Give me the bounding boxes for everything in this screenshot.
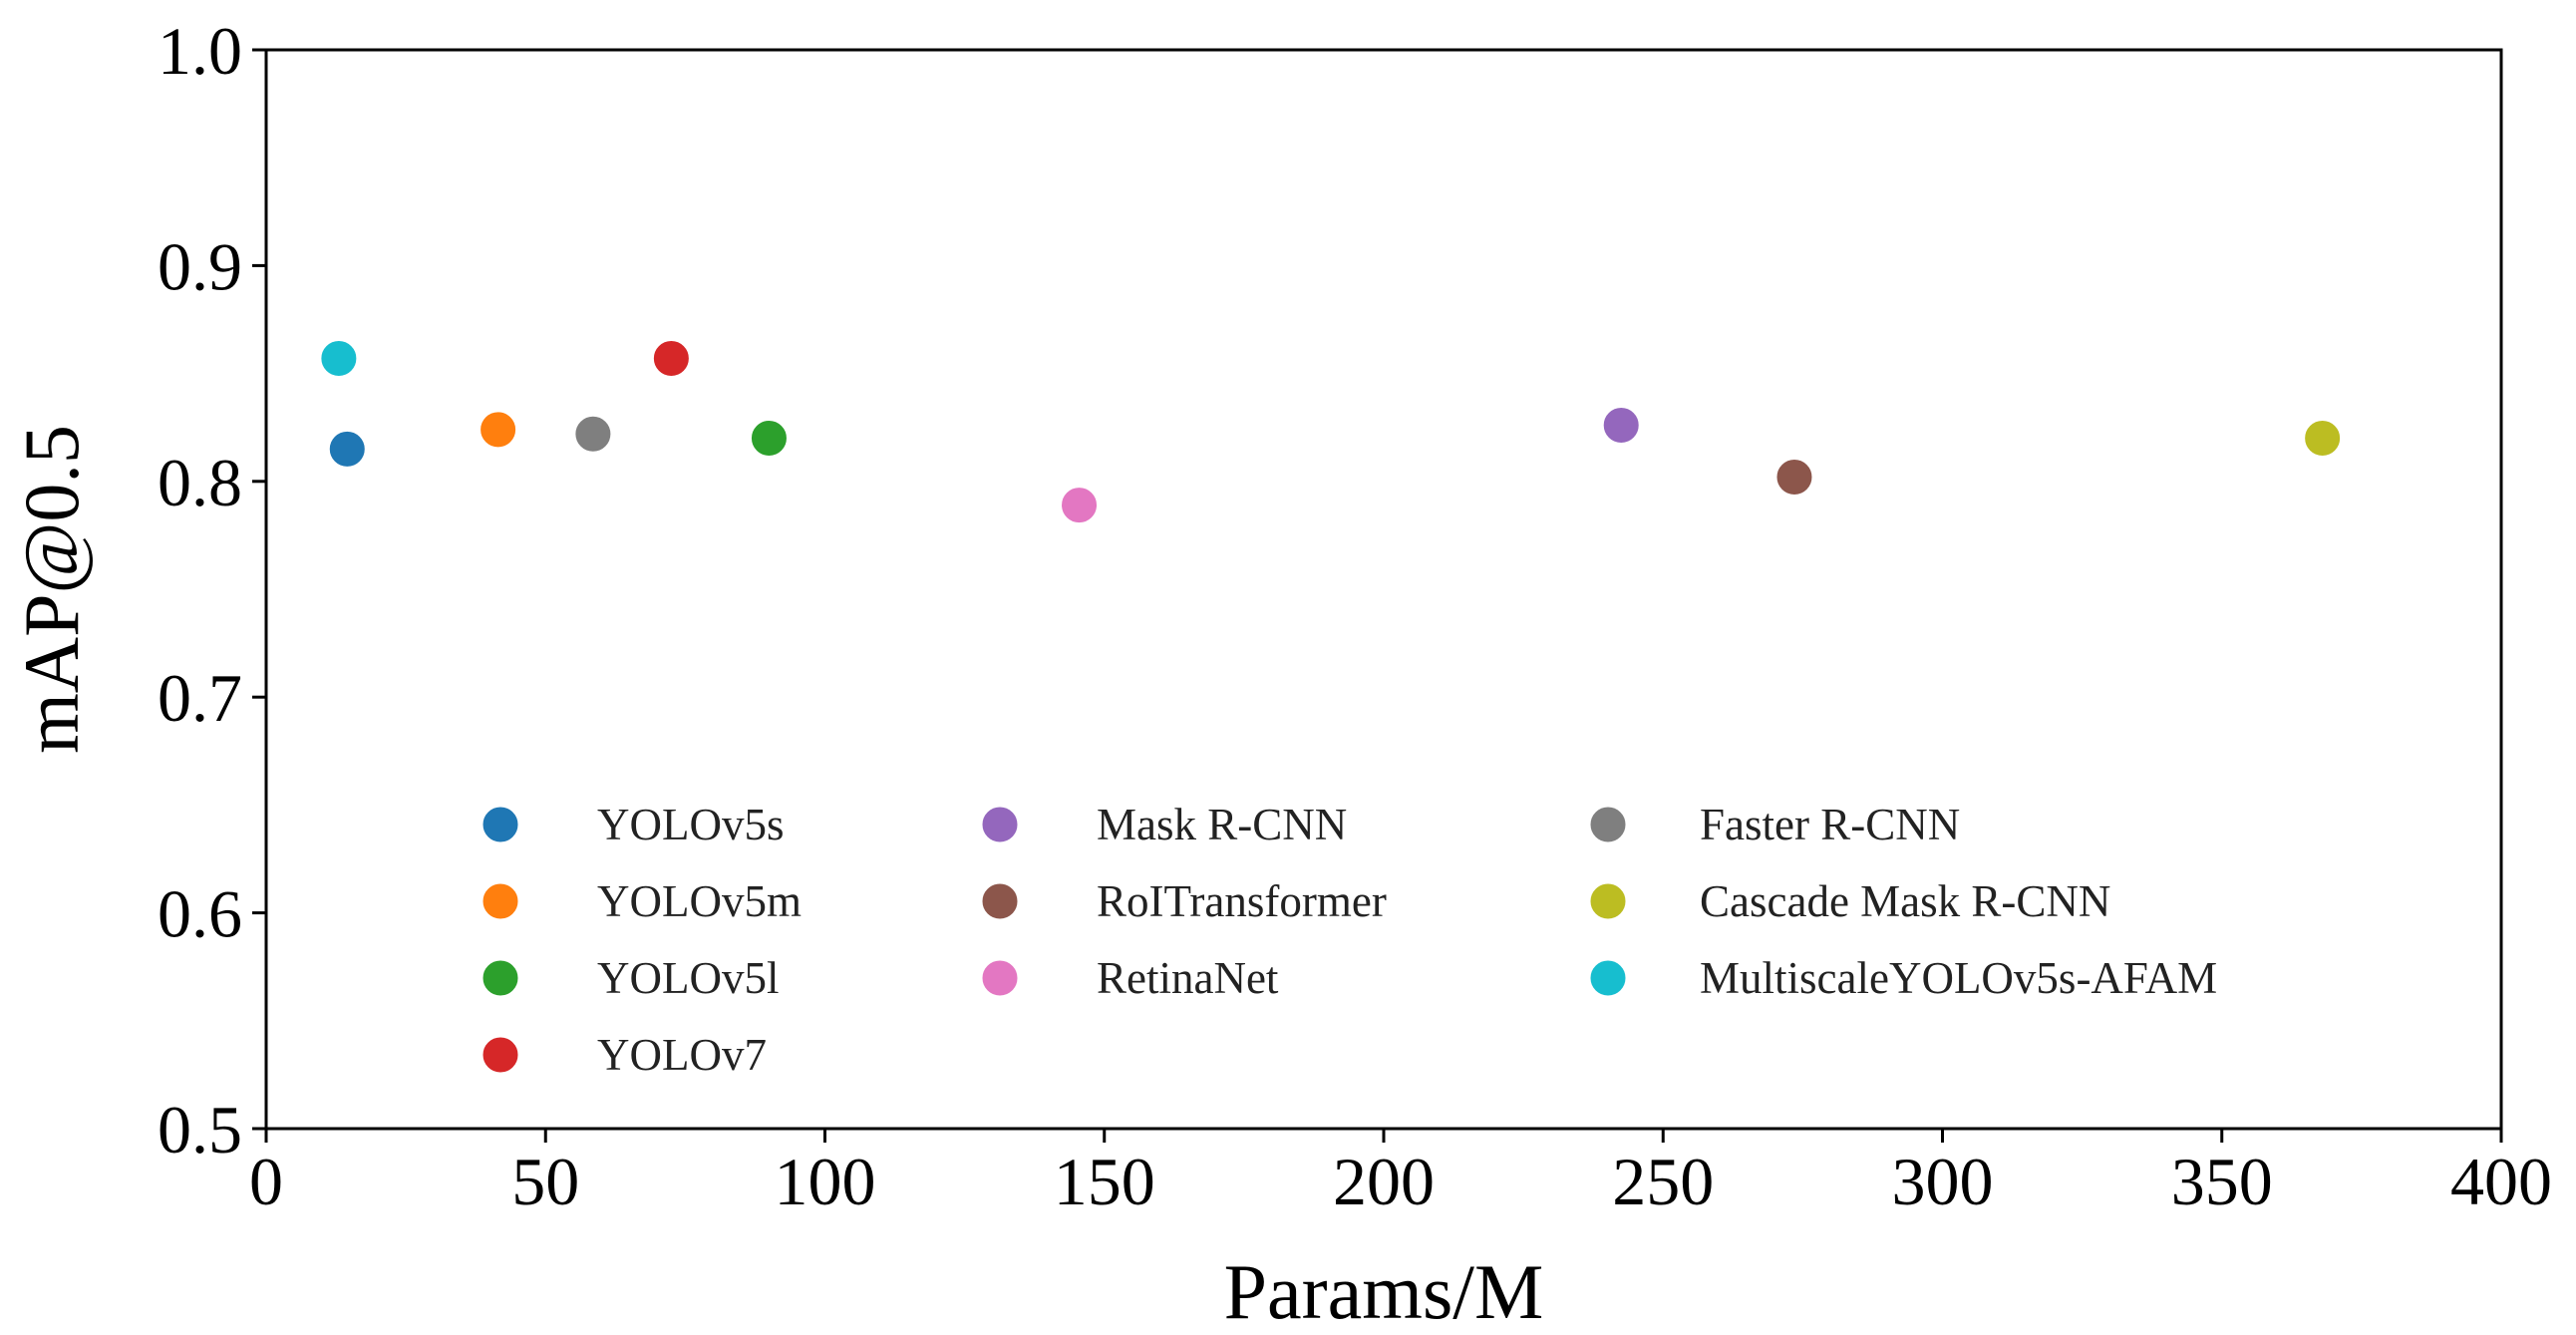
legend-marker	[979, 804, 1021, 845]
data-point-yolov5s	[326, 428, 368, 470]
legend-marker	[1587, 957, 1629, 999]
legend-marker	[480, 880, 521, 922]
y-tick-label: 0.7	[158, 660, 242, 736]
x-tick-label: 150	[1054, 1144, 1155, 1219]
x-tick-label: 200	[1333, 1144, 1435, 1219]
legend-marker	[979, 880, 1021, 922]
x-axis-label: Params/M	[1224, 1248, 1544, 1335]
legend-marker	[480, 1034, 521, 1076]
x-tick-label: 350	[2171, 1144, 2273, 1219]
x-tick-label: 250	[1612, 1144, 1714, 1219]
data-point-cascade-mask-r-cnn	[2302, 418, 2344, 460]
legend-entry-label: RetinaNet	[1097, 953, 1279, 1003]
legend-marker	[480, 957, 521, 999]
data-point-roitransformer	[1773, 456, 1815, 498]
data-points	[318, 337, 2344, 526]
data-point-mask-r-cnn	[1600, 405, 1642, 447]
legend-entry-label: Faster R-CNN	[1700, 800, 1960, 849]
legend-entry-label: YOLOv5l	[597, 953, 779, 1003]
y-tick-label: 0.8	[158, 445, 242, 520]
legend-marker	[480, 804, 521, 845]
legend-entry-label: RoITransformer	[1097, 876, 1387, 926]
y-tick-label: 0.6	[158, 876, 242, 952]
y-axis-label: mAP@0.5	[8, 425, 95, 754]
y-tick-label: 0.5	[158, 1092, 242, 1168]
x-tick-label: 100	[775, 1144, 876, 1219]
legend: YOLOv5s YOLOv5m YOLOv5l YOLOv7 Mask R-CNN RoI…	[480, 800, 2217, 1080]
y-tick-label: 0.9	[158, 228, 242, 304]
x-tick-label: 0	[249, 1144, 283, 1219]
data-point-yolov7	[650, 337, 692, 379]
legend-entry-label: YOLOv7	[597, 1030, 767, 1080]
legend-marker	[1587, 804, 1629, 845]
x-tick-label: 400	[2450, 1144, 2552, 1219]
data-point-multiscaleyolov5s-afam	[318, 337, 360, 379]
legend-marker	[979, 957, 1021, 999]
legend-entry-label: Mask R-CNN	[1097, 800, 1347, 849]
legend-marker	[1587, 880, 1629, 922]
y-tick-label: 1.0	[158, 13, 242, 89]
data-point-yolov5m	[478, 409, 519, 451]
legend-entry-label: Cascade Mask R-CNN	[1700, 876, 2110, 926]
legend-entry-label: MultiscaleYOLOv5s-AFAM	[1700, 953, 2217, 1003]
data-point-faster-r-cnn	[572, 413, 614, 455]
data-point-retinanet	[1059, 485, 1101, 526]
legend-entry-label: YOLOv5s	[597, 800, 785, 849]
x-tick-label: 50	[511, 1144, 579, 1219]
axis-ticks: 0 50 100 150 200 250 300 350 400 0.5 0.6 0.7 0.8 0.9 1…	[158, 13, 2552, 1219]
data-point-yolov5l	[748, 418, 790, 460]
legend-entry-label: YOLOv5m	[597, 876, 802, 926]
x-tick-label: 300	[1892, 1144, 1994, 1219]
